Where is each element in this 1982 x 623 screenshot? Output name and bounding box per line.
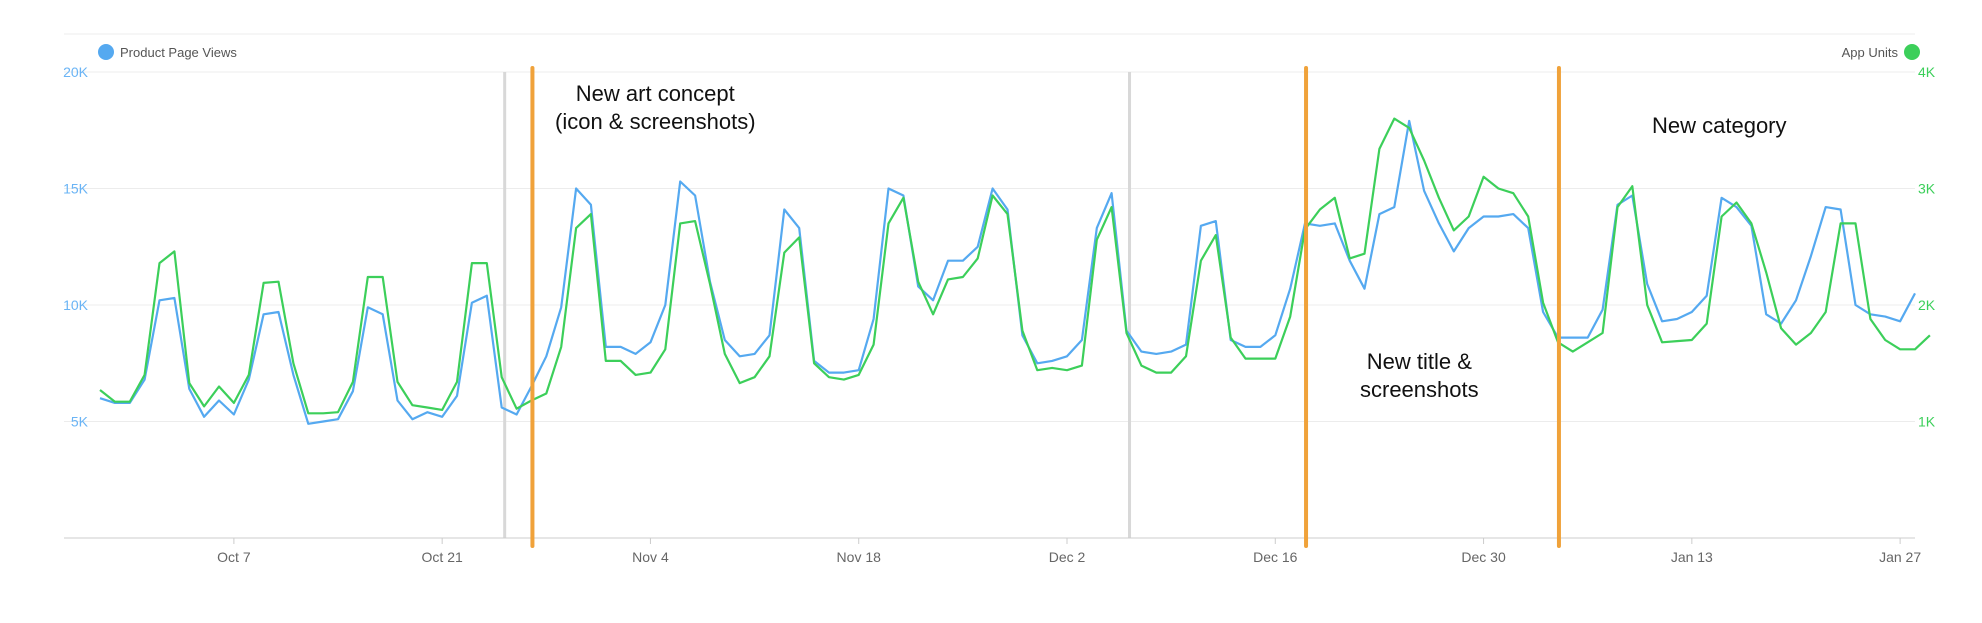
legend-label-product-page-views: Product Page Views (120, 44, 237, 60)
y-right-tick-label: 4K (1918, 64, 1936, 80)
annotation-line: (icon & screenshots) (555, 109, 756, 134)
y-right-tick-label: 2K (1918, 297, 1936, 313)
legend-right[interactable]: App Units (1842, 44, 1920, 60)
x-tick-label: Dec 30 (1461, 549, 1506, 565)
legend-label-app-units: App Units (1841, 44, 1898, 60)
y-left-tick-label: 10K (63, 297, 89, 313)
x-tick-label: Nov 18 (837, 549, 882, 565)
gridlines (64, 33, 1915, 422)
x-tick-label: Dec 2 (1049, 549, 1086, 565)
x-tick-label: Nov 4 (632, 549, 669, 565)
y-left-tick-label: 5K (71, 414, 89, 430)
annotation-line: New category (1652, 113, 1787, 138)
y-left-tick-label: 15K (63, 181, 89, 197)
series-line-app-units (99, 117, 1931, 415)
annotation-title-screenshots: New title & screenshots (1360, 348, 1479, 404)
y-right-tick-label: 3K (1918, 181, 1936, 197)
x-tick-label: Jan 13 (1671, 549, 1713, 565)
x-tick-label: Oct 21 (422, 549, 463, 565)
annotation-new-category: New category (1652, 112, 1787, 140)
axes: 5K 1K 10K 2K 15K 3K 20K 4K Oct 7 Oct 21 Nov 4 Nov 1… (63, 64, 1936, 565)
x-tick-label: Dec 16 (1253, 549, 1298, 565)
y-right-tick-label: 1K (1918, 414, 1936, 430)
legend-dot-app-units (1904, 44, 1920, 60)
x-tick-label: Oct 7 (217, 549, 251, 565)
annotation-art-concept: New art concept (icon & screenshots) (555, 80, 756, 136)
annotation-line: New title & (1366, 349, 1472, 374)
x-tick-label: Jan 27 (1879, 549, 1921, 565)
series-lines (99, 117, 1931, 425)
legend-left[interactable]: Product Page Views (98, 44, 237, 60)
annotation-line: screenshots (1360, 377, 1479, 402)
gray-dividers (503, 72, 1132, 538)
event-markers (530, 66, 1561, 548)
annotation-line: New art concept (575, 81, 735, 106)
legend-dot-product-page-views (98, 44, 114, 60)
y-left-tick-label: 20K (63, 64, 89, 80)
